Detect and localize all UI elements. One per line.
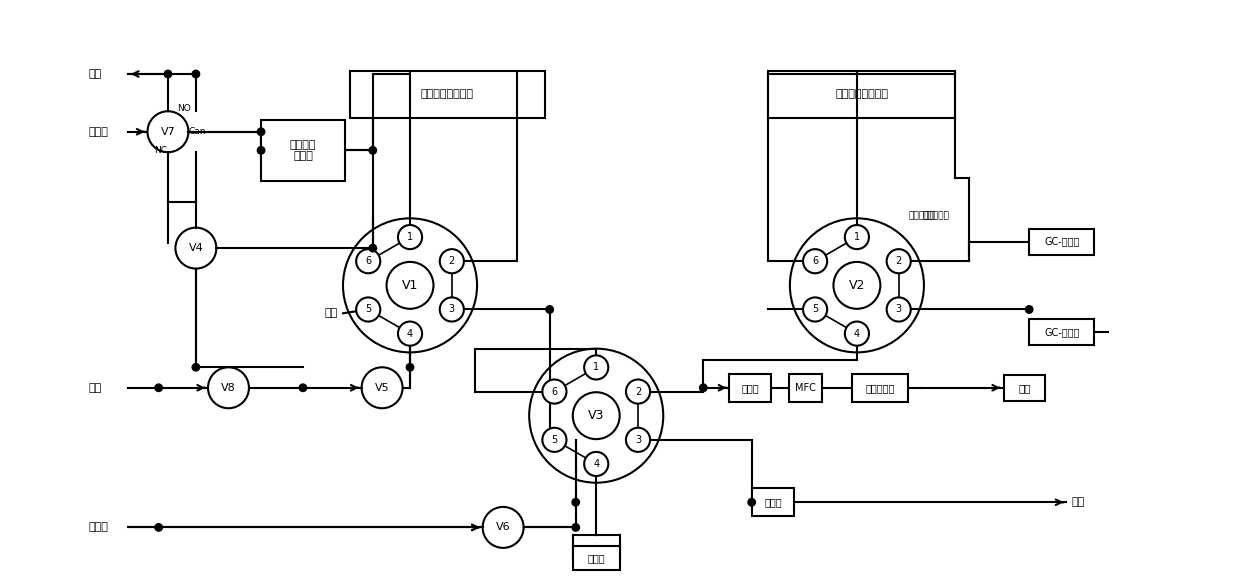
Text: 排空: 排空: [325, 309, 337, 318]
Circle shape: [369, 147, 377, 154]
Circle shape: [584, 356, 608, 379]
Circle shape: [803, 298, 828, 321]
Text: 1: 1: [593, 362, 600, 372]
FancyBboxPatch shape: [1030, 319, 1094, 345]
FancyBboxPatch shape: [768, 71, 955, 118]
Text: 2: 2: [896, 256, 902, 266]
Circle shape: [356, 298, 380, 321]
FancyBboxPatch shape: [1030, 229, 1094, 255]
Text: 三级低温吸附冷阱: 三级低温吸附冷阱: [835, 89, 888, 100]
Circle shape: [572, 499, 580, 506]
Text: 排空: 排空: [1018, 383, 1031, 393]
Text: 样品进: 样品进: [89, 126, 109, 137]
Text: 定量环: 定量环: [587, 553, 605, 563]
Circle shape: [192, 70, 199, 78]
Text: 排空: 排空: [89, 69, 102, 79]
Circle shape: [398, 321, 422, 346]
Text: 3: 3: [449, 304, 455, 314]
Text: V2: V2: [849, 279, 865, 292]
Text: 高温传输线: 高温传输线: [908, 211, 935, 220]
FancyBboxPatch shape: [1004, 375, 1046, 401]
Circle shape: [192, 364, 199, 371]
FancyBboxPatch shape: [729, 374, 771, 402]
Circle shape: [543, 379, 566, 404]
FancyBboxPatch shape: [789, 374, 821, 402]
Text: 4: 4: [854, 329, 860, 339]
Text: Can: Can: [188, 127, 206, 136]
FancyBboxPatch shape: [852, 374, 908, 402]
Circle shape: [356, 249, 380, 273]
Text: V3: V3: [589, 409, 605, 422]
Text: 高温传输线: 高温传输线: [922, 211, 949, 220]
Text: 4: 4: [593, 459, 600, 469]
Text: V1: V1: [401, 279, 419, 292]
Circle shape: [546, 306, 554, 313]
Circle shape: [543, 428, 566, 452]
FancyBboxPatch shape: [572, 546, 620, 570]
Text: 1: 1: [406, 232, 413, 242]
Circle shape: [626, 428, 650, 452]
Text: 5: 5: [551, 435, 558, 445]
Circle shape: [700, 384, 707, 392]
FancyBboxPatch shape: [261, 120, 344, 180]
Text: 二级低温除水冷阱: 二级低温除水冷阱: [421, 89, 473, 100]
Text: 排空: 排空: [1070, 497, 1084, 508]
Circle shape: [258, 147, 265, 154]
Circle shape: [398, 225, 422, 249]
Text: 载气: 载气: [89, 383, 102, 393]
Text: 3: 3: [634, 435, 641, 445]
Circle shape: [845, 321, 869, 346]
Circle shape: [155, 524, 162, 531]
Text: 4: 4: [406, 329, 413, 339]
Text: GC-载气进: GC-载气进: [1044, 327, 1079, 337]
Text: MFC: MFC: [795, 383, 817, 393]
Circle shape: [626, 379, 650, 404]
Text: 负压真空泵: 负压真空泵: [866, 383, 895, 393]
FancyBboxPatch shape: [752, 488, 794, 516]
Text: 5: 5: [366, 304, 372, 314]
Text: 3: 3: [896, 304, 902, 314]
Text: GC-直连柱: GC-直连柱: [1044, 237, 1079, 246]
Text: 1: 1: [854, 232, 860, 242]
Text: NC: NC: [154, 146, 167, 155]
Circle shape: [300, 384, 307, 392]
Circle shape: [155, 384, 162, 392]
Circle shape: [803, 249, 828, 273]
Circle shape: [887, 298, 911, 321]
Text: 5: 5: [812, 304, 818, 314]
Text: 6: 6: [366, 256, 372, 266]
Circle shape: [1026, 306, 1033, 313]
Circle shape: [258, 128, 265, 136]
Text: V8: V8: [221, 383, 235, 393]
Text: 6: 6: [812, 256, 818, 266]
Text: NO: NO: [177, 104, 191, 113]
Circle shape: [406, 364, 414, 371]
Text: 过滤器: 过滤器: [741, 383, 758, 393]
FancyBboxPatch shape: [349, 71, 545, 118]
Text: 2: 2: [634, 386, 641, 397]
Text: V7: V7: [161, 126, 176, 137]
Text: 定量环: 定量环: [587, 553, 605, 563]
Circle shape: [440, 298, 463, 321]
Circle shape: [572, 524, 580, 531]
Text: V5: V5: [374, 383, 389, 393]
Circle shape: [440, 249, 463, 273]
Circle shape: [748, 499, 756, 506]
Text: 2: 2: [449, 256, 455, 266]
Circle shape: [584, 452, 608, 476]
Text: 内标气: 内标气: [89, 523, 109, 532]
Text: V6: V6: [496, 523, 510, 532]
Text: 6: 6: [551, 386, 558, 397]
Circle shape: [845, 225, 869, 249]
Circle shape: [369, 244, 377, 252]
Circle shape: [165, 70, 172, 78]
Text: V4: V4: [188, 243, 203, 253]
Text: 过滤器: 过滤器: [764, 497, 782, 508]
Circle shape: [887, 249, 911, 273]
Text: 一级高碳
捕集阱: 一级高碳 捕集阱: [290, 140, 316, 161]
